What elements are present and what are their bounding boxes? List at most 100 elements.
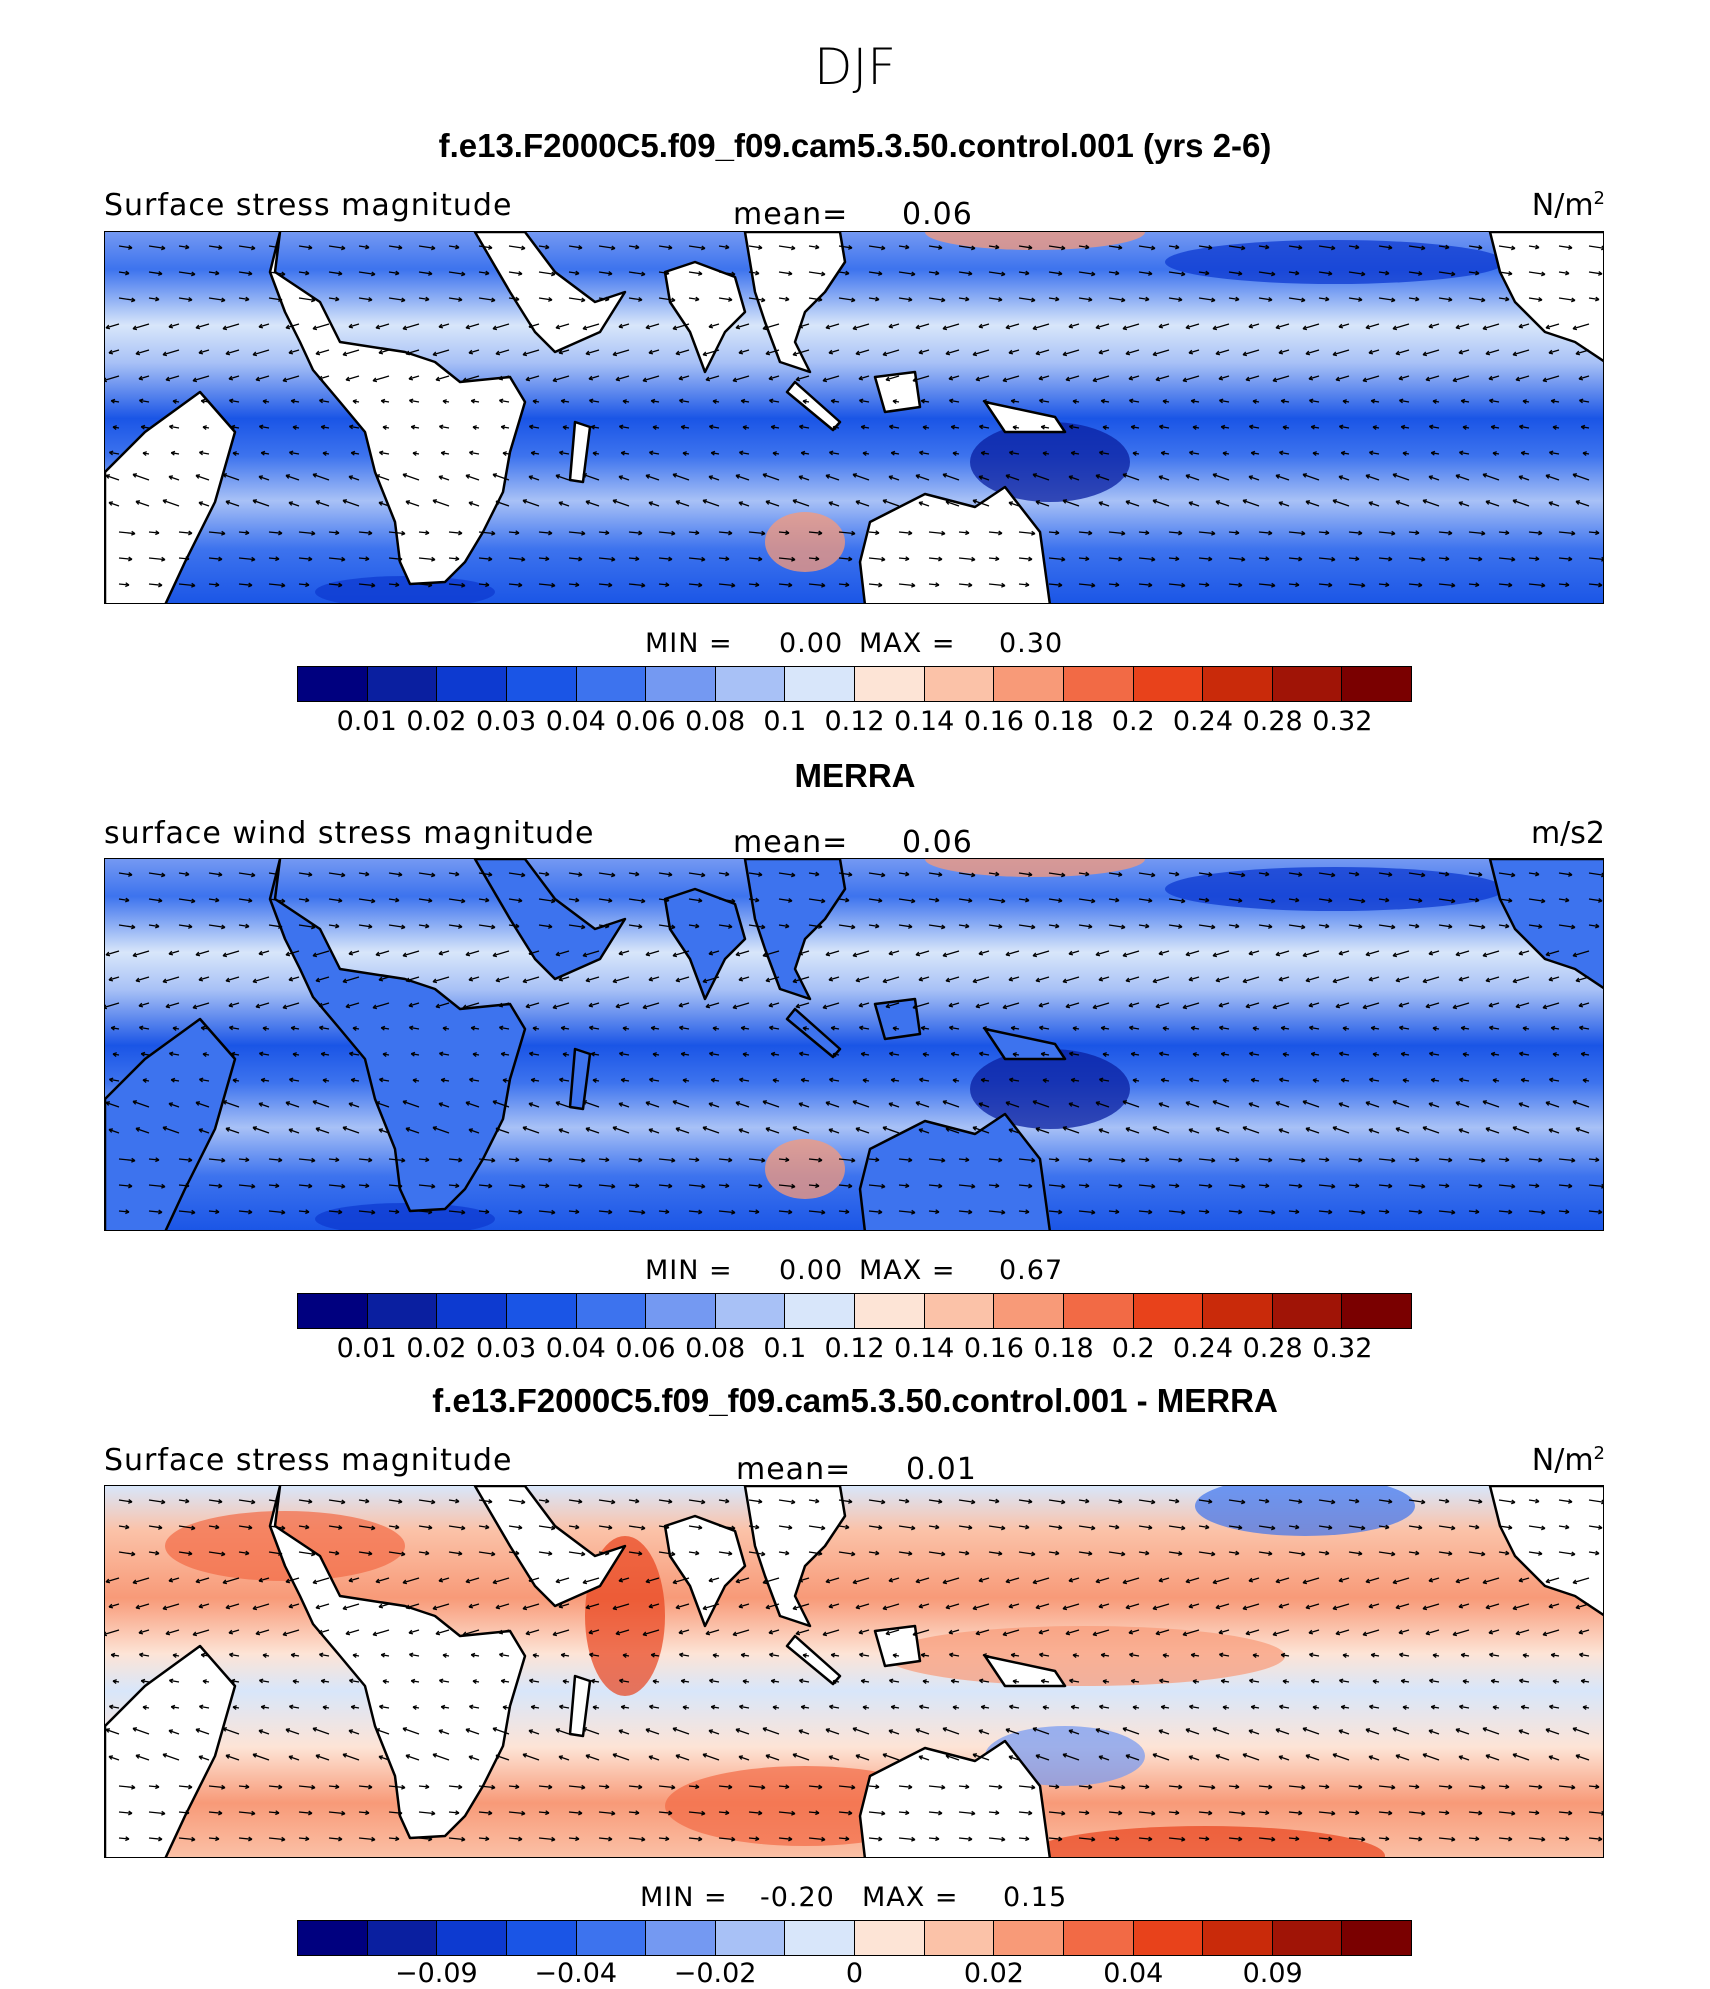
colorbar-swatch bbox=[1133, 1921, 1204, 1955]
colorbar-tick-label: 0.24 bbox=[1172, 706, 1233, 737]
colorbar-swatch bbox=[715, 1294, 786, 1328]
colorbar-swatch bbox=[646, 1921, 716, 1955]
panel-1-max-value: 0.30 bbox=[999, 628, 1064, 659]
colorbar-swatch bbox=[1272, 1294, 1343, 1328]
colorbar-swatch bbox=[367, 667, 438, 701]
colorbar-swatch bbox=[715, 1921, 786, 1955]
colorbar-tick-label: 0.28 bbox=[1242, 1333, 1303, 1364]
colorbar-swatch bbox=[367, 1921, 438, 1955]
colorbar-swatch bbox=[1203, 1294, 1273, 1328]
colorbar-tick-label: 0.03 bbox=[476, 706, 537, 737]
colorbar-tick-label: 0.16 bbox=[963, 1333, 1024, 1364]
season-title: DJF bbox=[813, 38, 896, 96]
panel-2-mean-label: mean= bbox=[733, 825, 849, 860]
colorbar-tick-label: 0.02 bbox=[406, 706, 467, 737]
panel-1-title: f.e13.F2000C5.f09_f09.cam5.3.50.control.… bbox=[438, 127, 1272, 164]
colorbar-swatch bbox=[576, 1921, 647, 1955]
panel-3-title: f.e13.F2000C5.f09_f09.cam5.3.50.control.… bbox=[432, 1382, 1278, 1419]
colorbar-swatch bbox=[785, 667, 855, 701]
colorbar-swatch bbox=[298, 667, 368, 701]
colorbar-swatch bbox=[1342, 1294, 1411, 1328]
panel-2-min-label: MIN = bbox=[645, 1255, 733, 1286]
colorbar-swatch bbox=[367, 1294, 438, 1328]
colorbar-swatch bbox=[785, 1294, 855, 1328]
colorbar-swatch bbox=[506, 1921, 577, 1955]
colorbar-swatch bbox=[1063, 1921, 1134, 1955]
colorbar-tick-label: 0.12 bbox=[824, 706, 885, 737]
colorbar-swatch bbox=[924, 1294, 995, 1328]
colorbar-swatch bbox=[994, 667, 1064, 701]
panel-1-units: N/m2 bbox=[1531, 188, 1605, 223]
colorbar-swatch bbox=[1342, 1921, 1411, 1955]
colorbar-swatch bbox=[298, 1294, 368, 1328]
panel-2-colorbar bbox=[297, 1293, 1412, 1329]
colorbar-tick-label: 0.08 bbox=[685, 1333, 746, 1364]
colorbar-swatch bbox=[437, 1921, 507, 1955]
panel-2-colorbar-labels: 0.01 0.02 0.03 0.04 0.06 0.08 0.1 0.12 0.14 0.16 0… bbox=[297, 1333, 1412, 1365]
panel-2-min-value: 0.00 bbox=[779, 1255, 844, 1286]
colorbar-tick-label: 0.2 bbox=[1111, 1333, 1155, 1364]
panel-2-variable-label: surface wind stress magnitude bbox=[104, 816, 595, 851]
colorbar-tick-label: 0.1 bbox=[763, 706, 807, 737]
panel-3-units: N/m2 bbox=[1531, 1443, 1605, 1478]
colorbar-swatch bbox=[506, 667, 577, 701]
colorbar-swatch bbox=[1063, 667, 1134, 701]
colorbar-swatch bbox=[1203, 667, 1273, 701]
colorbar-tick-label: 0.02 bbox=[963, 1958, 1024, 1989]
panel-3-min-label: MIN = bbox=[640, 1882, 728, 1913]
colorbar-tick-label: 0.16 bbox=[963, 706, 1024, 737]
colorbar-tick-label: 0.09 bbox=[1242, 1958, 1303, 1989]
colorbar-tick-label: 0.04 bbox=[545, 706, 606, 737]
panel-3-variable-label: Surface stress magnitude bbox=[104, 1443, 513, 1478]
colorbar-swatch bbox=[1133, 667, 1204, 701]
colorbar-swatch bbox=[1342, 667, 1411, 701]
colorbar-tick-label: 0.24 bbox=[1172, 1333, 1233, 1364]
colorbar-swatch bbox=[1272, 1921, 1343, 1955]
panel-1-variable-label: Surface stress magnitude bbox=[104, 188, 513, 223]
panel-1-mean-value: 0.06 bbox=[902, 197, 973, 232]
panel-3-mean-label: mean= bbox=[736, 1452, 852, 1487]
panel-2-mean-value: 0.06 bbox=[902, 825, 973, 860]
colorbar-tick-label: 0.2 bbox=[1111, 706, 1155, 737]
colorbar-swatch bbox=[855, 667, 925, 701]
panel-1-colorbar bbox=[297, 666, 1412, 702]
panel-3-min-value: -0.20 bbox=[760, 1882, 835, 1913]
colorbar-swatch bbox=[1203, 1921, 1273, 1955]
colorbar-tick-label: 0.1 bbox=[763, 1333, 807, 1364]
colorbar-tick-label: −0.09 bbox=[395, 1958, 478, 1989]
colorbar-tick-label: 0.18 bbox=[1033, 1333, 1094, 1364]
colorbar-tick-label: 0.01 bbox=[336, 706, 397, 737]
panel-3-max-value: 0.15 bbox=[1003, 1882, 1068, 1913]
colorbar-swatch bbox=[715, 667, 786, 701]
colorbar-swatch bbox=[298, 1921, 368, 1955]
colorbar-tick-label: 0.06 bbox=[615, 1333, 676, 1364]
panel-3-map bbox=[104, 1485, 1604, 1858]
colorbar-tick-label: 0.32 bbox=[1312, 1333, 1373, 1364]
colorbar-tick-label: 0.28 bbox=[1242, 706, 1303, 737]
colorbar-tick-label: 0.18 bbox=[1033, 706, 1094, 737]
panel-2-max-value: 0.67 bbox=[999, 1255, 1064, 1286]
colorbar-swatch bbox=[855, 1294, 925, 1328]
panel-3-colorbar-labels: −0.09 −0.04 −0.02 0 0.02 0.04 0.09 bbox=[297, 1958, 1412, 1989]
panel-1-min-label: MIN = bbox=[645, 628, 733, 659]
colorbar-swatch bbox=[785, 1921, 855, 1955]
colorbar-swatch bbox=[994, 1921, 1064, 1955]
panel-2-units: m/s2 bbox=[1530, 816, 1605, 851]
panel-2-title: MERRA bbox=[794, 757, 916, 794]
panel-1-max-label: MAX = bbox=[859, 628, 956, 659]
colorbar-swatch bbox=[437, 1294, 507, 1328]
panel-3-colorbar bbox=[297, 1920, 1412, 1956]
colorbar-swatch bbox=[924, 1921, 995, 1955]
colorbar-tick-label: 0.12 bbox=[824, 1333, 885, 1364]
colorbar-tick-label: 0.08 bbox=[685, 706, 746, 737]
colorbar-swatch bbox=[646, 1294, 716, 1328]
colorbar-swatch bbox=[646, 667, 716, 701]
colorbar-tick-label: 0.32 bbox=[1312, 706, 1373, 737]
colorbar-swatch bbox=[506, 1294, 577, 1328]
panel-2-max-label: MAX = bbox=[859, 1255, 956, 1286]
colorbar-swatch bbox=[1272, 667, 1343, 701]
colorbar-swatch bbox=[1063, 1294, 1134, 1328]
colorbar-tick-label: 0.01 bbox=[336, 1333, 397, 1364]
colorbar-tick-label: 0.14 bbox=[894, 706, 955, 737]
colorbar-tick-label: 0.04 bbox=[545, 1333, 606, 1364]
